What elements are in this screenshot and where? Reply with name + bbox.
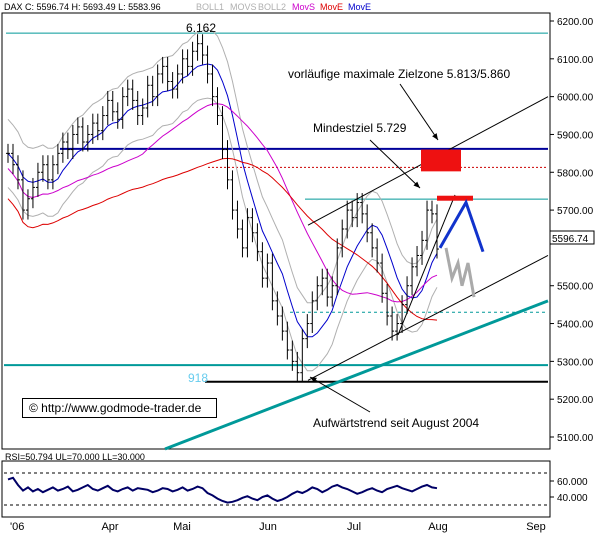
source-box: © http://www.godmode-trader.de [22, 398, 217, 418]
header-indicator: BOLL1 [196, 2, 224, 12]
y-tick-label: 5500.00 [557, 282, 594, 293]
x-tick-label: Jun [259, 521, 277, 533]
x-tick-label: Jul [347, 521, 361, 533]
header-indicator: MovE [320, 2, 343, 12]
y-tick-label: 5100.00 [557, 433, 594, 444]
mindestziel-arrow [369, 139, 421, 189]
low-label: 918 [188, 371, 208, 385]
trend-arrow-head [310, 377, 317, 383]
y-tick-label: 5800.00 [557, 168, 594, 179]
last-value-box [549, 230, 595, 245]
zielzone-arrow-head [432, 133, 438, 140]
sma-magenta-line [7, 103, 438, 303]
header-indicator: BOLL2 [258, 2, 286, 12]
rsi-line [7, 476, 438, 504]
zielzone-box [421, 149, 461, 172]
price-panel-frame [1, 12, 551, 450]
zielzone-label: vorläufige maximale Zielzone 5.813/5.860 [288, 67, 510, 81]
x-tick-label: Mai [173, 521, 191, 533]
price-bars [6, 34, 439, 383]
y-tick-label: 6100.00 [557, 55, 594, 66]
header-indicator: MovE [348, 2, 371, 12]
zielzone-arrow [399, 83, 439, 141]
uptrend-since-2004-line [164, 299, 549, 451]
rsi-label: RSI=50.794 UL=70.000 LL=30.000 [5, 452, 145, 462]
y-tick-label: 5300.00 [557, 357, 594, 368]
mindestziel-arrow-head [413, 181, 420, 188]
x-tick-label: '06 [10, 521, 24, 533]
trend-label: Aufwärtstrend seit August 2004 [313, 416, 479, 430]
y-tick-label: 5200.00 [557, 395, 594, 406]
x-tick-label: Aug [428, 521, 448, 533]
channel-lower-line [307, 255, 549, 381]
header-indicator: MovS [292, 2, 315, 12]
forecast-blue-path [438, 198, 485, 253]
y-tick-label: 6200.00 [557, 17, 594, 28]
mindestziel-label: Mindestziel 5.729 [313, 121, 407, 135]
source-label: © http://www.godmode-trader.de [29, 401, 202, 415]
high-label: 6.162 [186, 21, 216, 35]
forecast-paths [438, 198, 485, 298]
last-value-label: 5596.74 [552, 234, 589, 245]
header-symbol: DAX C: 5596.74 H: 5693.49 L: 5583.96 [4, 2, 161, 12]
y-tick-label: 5900.00 [557, 130, 594, 141]
bollinger-upper-line [7, 29, 438, 304]
y-tick-label: 5400.00 [557, 320, 594, 331]
header-indicator: MOVS [230, 2, 257, 12]
x-tick-label: Apr [101, 521, 118, 533]
horizontal-levels [4, 32, 548, 383]
x-tick-label: Sep [526, 521, 546, 533]
rsi-tick-label: 60.000 [557, 477, 588, 488]
rsi-series [4, 472, 548, 506]
forecast-grey-path [444, 247, 476, 298]
trend-arrow [309, 376, 371, 413]
mindestziel-box [437, 195, 473, 201]
y-tick-label: 5700.00 [557, 206, 594, 217]
chart-labels: 6200.00 6100.00 6000.00 5900.00 5800.00 5700.… [4, 2, 594, 533]
axis-ticks [550, 20, 554, 498]
rsi-tick-label: 40.000 [557, 493, 588, 504]
ema-blue-line [7, 63, 438, 338]
y-tick-label: 6000.00 [557, 93, 594, 104]
rsi-panel-frame [1, 460, 551, 518]
